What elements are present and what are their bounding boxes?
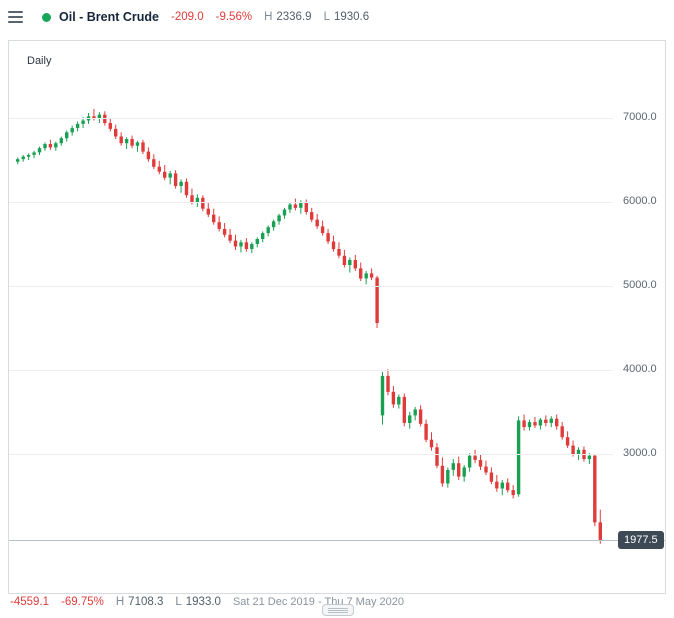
y-gridline — [9, 370, 613, 371]
y-gridline — [9, 202, 613, 203]
date-range-label: Sat 21 Dec 2019 - Thu 7 May 2020 — [232, 596, 404, 608]
y-axis-label: 7000.0 — [623, 111, 657, 123]
day-high: H 2336.9 — [264, 11, 312, 23]
market-open-dot-icon — [42, 12, 51, 22]
y-axis-label: 3000.0 — [623, 447, 657, 459]
day-change-percent: -9.56% — [215, 11, 253, 23]
y-axis-label: 4000.0 — [623, 363, 657, 375]
range-stats-bar: -4559.1 -69.75% H 7108.3 L 1933.0 Sat 21 D… — [10, 596, 666, 608]
last-price-line — [9, 540, 665, 541]
y-gridline — [9, 286, 613, 287]
y-gridline — [9, 118, 613, 119]
hamburger-menu-icon[interactable] — [8, 7, 30, 27]
day-low: L 1930.6 — [323, 11, 370, 23]
range-change-percent: -69.75% — [61, 596, 104, 608]
y-axis-label: 6000.0 — [623, 195, 657, 207]
range-high: H 7108.3 — [115, 596, 164, 608]
price-chart-panel[interactable]: Daily 1977.5 7000.0 6000.0 5000.0 4000.0 300… — [8, 40, 666, 594]
range-change-value: -4559.1 — [10, 596, 50, 608]
timeframe-label: Daily — [27, 55, 52, 67]
day-change-value: -209.0 — [171, 11, 204, 23]
last-price-badge: 1977.5 — [618, 531, 664, 549]
instrument-title: Oil - Brent Crude — [59, 10, 160, 24]
candlestick-plot[interactable] — [9, 41, 613, 593]
header: Oil - Brent Crude -209.0 -9.56% H 2336.9 … — [0, 0, 674, 34]
y-gridline — [9, 454, 613, 455]
range-low: L 1933.0 — [175, 596, 221, 608]
chart-scrollbar-thumb[interactable] — [322, 604, 354, 616]
y-axis-label: 5000.0 — [623, 279, 657, 291]
